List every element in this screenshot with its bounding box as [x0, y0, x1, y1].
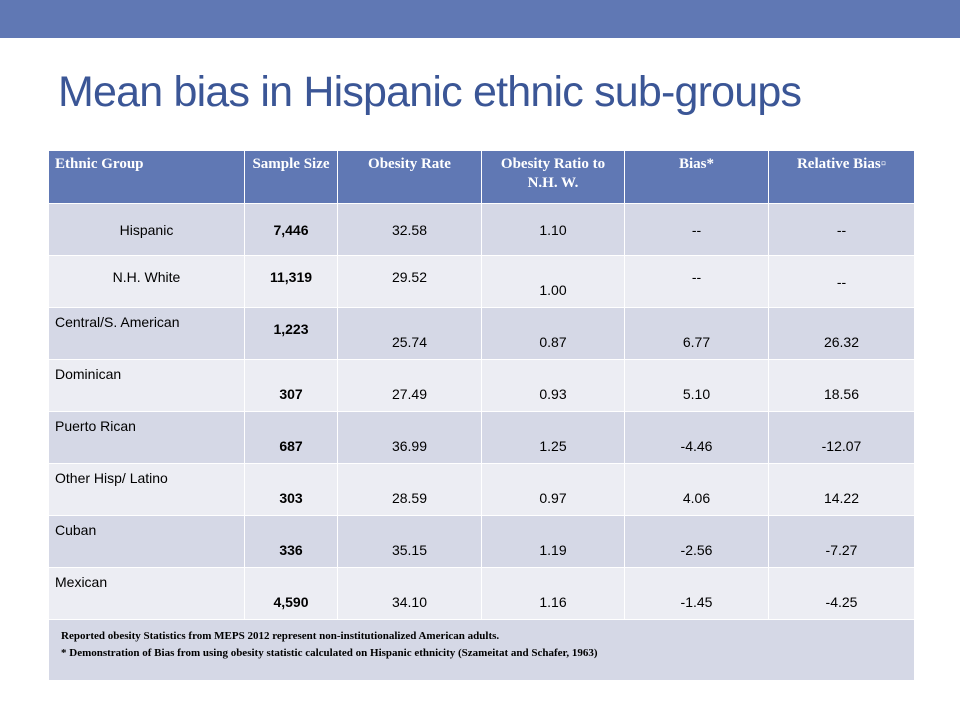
- cell-ratio: 1.19: [481, 515, 625, 568]
- cell-obesity-rate: 25.74: [337, 307, 482, 360]
- cell-bias: --: [624, 203, 769, 256]
- cell-relative-bias: 18.56: [768, 359, 915, 412]
- cell-bias: --: [624, 255, 769, 308]
- cell-group: Dominican: [48, 359, 245, 412]
- table-footnote-row: Reported obesity Statistics from MEPS 20…: [48, 619, 915, 681]
- cell-relative-bias: 14.22: [768, 463, 915, 516]
- table-row: Puerto Rican 687 36.99 1.25 -4.46 -12.07: [48, 411, 915, 464]
- table-row: Mexican 4,590 34.10 1.16 -1.45 -4.25: [48, 567, 915, 620]
- table-row: Hispanic 7,446 32.58 1.10 -- --: [48, 203, 915, 256]
- cell-group: Mexican: [48, 567, 245, 620]
- cell-sample-size: 687: [244, 411, 338, 464]
- cell-group: Hispanic: [48, 203, 245, 256]
- cell-bias: -4.46: [624, 411, 769, 464]
- header-ethnic-group: Ethnic Group: [48, 150, 245, 204]
- cell-ratio: 0.93: [481, 359, 625, 412]
- cell-ratio: 1.25: [481, 411, 625, 464]
- cell-group: Cuban: [48, 515, 245, 568]
- footnote-meps: Reported obesity Statistics from MEPS 20…: [61, 630, 500, 642]
- cell-group: N.H. White: [48, 255, 245, 308]
- slide-title: Mean bias in Hispanic ethnic sub-groups: [58, 68, 802, 116]
- cell-obesity-rate: 35.15: [337, 515, 482, 568]
- cell-obesity-rate: 36.99: [337, 411, 482, 464]
- cell-sample-size: 303: [244, 463, 338, 516]
- table-row: Cuban 336 35.15 1.19 -2.56 -7.27: [48, 515, 915, 568]
- table-row: Dominican 307 27.49 0.93 5.10 18.56: [48, 359, 915, 412]
- cell-bias: 6.77: [624, 307, 769, 360]
- cell-obesity-rate: 28.59: [337, 463, 482, 516]
- cell-relative-bias: --: [768, 255, 915, 308]
- cell-obesity-rate: 34.10: [337, 567, 482, 620]
- cell-bias: 5.10: [624, 359, 769, 412]
- cell-relative-bias: -4.25: [768, 567, 915, 620]
- cell-sample-size: 11,319: [244, 255, 338, 308]
- table-row: Central/S. American 1,223 25.74 0.87 6.7…: [48, 307, 915, 360]
- header-relative-bias-label: Relative Bias: [796, 156, 881, 172]
- cell-relative-bias: -7.27: [768, 515, 915, 568]
- header-obesity-rate: Obesity Rate: [337, 150, 482, 204]
- cell-bias: -2.56: [624, 515, 769, 568]
- slide-top-accent-bar: [0, 0, 960, 38]
- cell-group: Other Hisp/ Latino: [48, 463, 245, 516]
- cell-bias: 4.06: [624, 463, 769, 516]
- table-footnotes: Reported obesity Statistics from MEPS 20…: [48, 619, 915, 681]
- cell-ratio: 1.00: [481, 255, 625, 308]
- header-relative-bias-symbol: ▫: [880, 156, 887, 172]
- cell-sample-size: 1,223: [244, 307, 338, 360]
- table-row: N.H. White 11,319 29.52 1.00 -- --: [48, 255, 915, 308]
- table-header-row: Ethnic Group Sample Size Obesity Rate Ob…: [48, 150, 915, 204]
- cell-ratio: 0.97: [481, 463, 625, 516]
- cell-sample-size: 4,590: [244, 567, 338, 620]
- footnote-bias: * Demonstration of Bias from using obesi…: [61, 647, 598, 659]
- header-sample-size: Sample Size: [244, 150, 338, 204]
- cell-obesity-rate: 27.49: [337, 359, 482, 412]
- cell-ratio: 1.16: [481, 567, 625, 620]
- cell-relative-bias: 26.32: [768, 307, 915, 360]
- obesity-bias-table: Ethnic Group Sample Size Obesity Rate Ob…: [48, 150, 915, 681]
- cell-group: Puerto Rican: [48, 411, 245, 464]
- cell-relative-bias: -12.07: [768, 411, 915, 464]
- table-row: Other Hisp/ Latino 303 28.59 0.97 4.06 1…: [48, 463, 915, 516]
- cell-sample-size: 307: [244, 359, 338, 412]
- header-relative-bias: Relative Bias▫: [768, 150, 915, 204]
- cell-ratio: 0.87: [481, 307, 625, 360]
- cell-obesity-rate: 29.52: [337, 255, 482, 308]
- cell-obesity-rate: 32.58: [337, 203, 482, 256]
- cell-ratio: 1.10: [481, 203, 625, 256]
- header-obesity-ratio: Obesity Ratio to N.H. W.: [481, 150, 625, 204]
- header-bias: Bias*: [624, 150, 769, 204]
- cell-sample-size: 336: [244, 515, 338, 568]
- cell-group: Central/S. American: [48, 307, 245, 360]
- cell-relative-bias: --: [768, 203, 915, 256]
- cell-bias: -1.45: [624, 567, 769, 620]
- cell-sample-size: 7,446: [244, 203, 338, 256]
